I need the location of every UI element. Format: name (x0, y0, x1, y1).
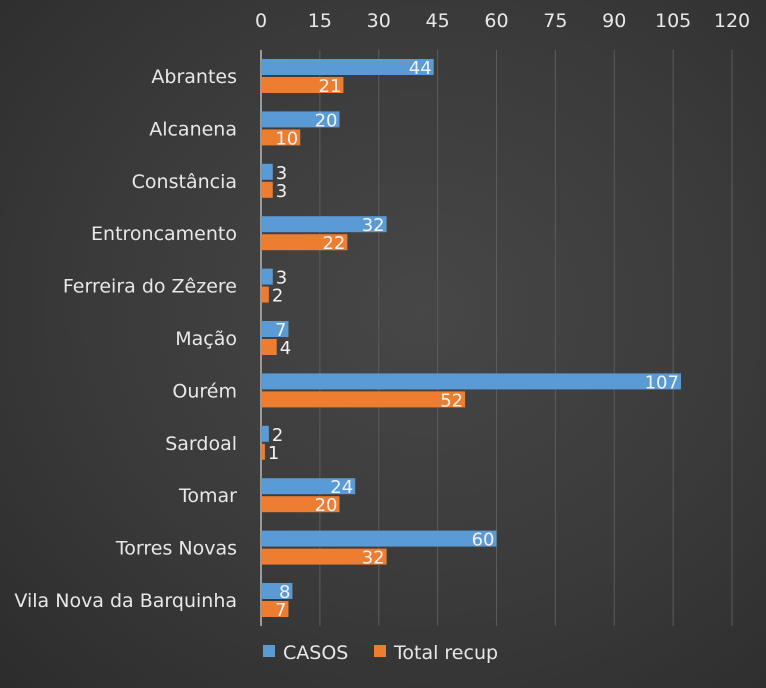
category-label: Tomar (178, 485, 237, 507)
category-label: Vila Nova da Barquinha (14, 590, 237, 612)
data-label: 60 (472, 530, 495, 551)
category-label: Constância (132, 171, 237, 193)
category-label: Sardoal (165, 433, 237, 455)
bar-total-recup (261, 601, 289, 617)
data-label: 3 (276, 181, 287, 202)
x-tick-label: 45 (426, 10, 450, 32)
data-label: 8 (279, 582, 290, 603)
category-label: Torres Novas (115, 538, 237, 560)
x-tick-label: 90 (602, 10, 626, 32)
category-label: Ourém (172, 380, 237, 402)
category-label: Alcanena (149, 118, 237, 140)
bar-casos (261, 163, 273, 180)
data-label: 2 (272, 425, 283, 446)
data-label: 32 (362, 548, 385, 569)
bar-casos (261, 59, 434, 75)
bar-total-recup (261, 77, 344, 93)
bar-total-recup (261, 391, 466, 408)
data-label: 1 (268, 443, 279, 464)
x-tick-label: 75 (543, 10, 567, 32)
data-label: 3 (276, 163, 287, 184)
data-label: 32 (362, 215, 385, 236)
data-label: 4 (280, 338, 291, 359)
data-label: 22 (322, 233, 345, 254)
bar-casos (261, 478, 356, 495)
bar-casos (261, 530, 497, 547)
category-label: Entroncamento (91, 223, 237, 245)
data-label: 7 (275, 320, 286, 341)
bar-casos (261, 321, 289, 337)
data-label: 24 (330, 477, 353, 498)
bar-total-recup (261, 339, 277, 355)
bar-total-recup (261, 496, 340, 513)
x-tick-label: 15 (308, 10, 332, 32)
data-label: 107 (645, 372, 679, 393)
x-tick-label: 0 (255, 10, 267, 32)
x-tick-label: 30 (367, 10, 391, 32)
legend-swatch (263, 645, 275, 657)
data-label: 52 (440, 390, 463, 411)
bar-total-recup (261, 181, 273, 198)
data-label: 7 (275, 600, 286, 621)
x-tick-label: 105 (655, 10, 691, 32)
legend-label: Total recup (393, 642, 498, 664)
data-label: 2 (272, 286, 283, 307)
bar-total-recup (261, 129, 301, 146)
bar-casos (261, 583, 293, 599)
category-label: Abrantes (151, 66, 237, 88)
data-label: 10 (275, 128, 298, 149)
bar-casos (261, 425, 269, 442)
category-label: Ferreira do Zêzere (63, 276, 237, 298)
legend-label: CASOS (283, 642, 348, 664)
bar-casos (261, 111, 340, 128)
category-label: Mação (175, 328, 237, 350)
data-label: 21 (319, 76, 342, 97)
bar-total-recup (261, 234, 348, 251)
data-label: 20 (315, 495, 338, 516)
bar-casos (261, 268, 273, 285)
bar-total-recup (261, 548, 387, 565)
bar-total-recup (261, 443, 265, 460)
data-label: 44 (409, 58, 432, 79)
x-tick-label: 60 (484, 10, 508, 32)
data-label: 20 (315, 110, 338, 131)
bar-casos (261, 216, 387, 233)
legend-swatch (374, 645, 386, 657)
data-label: 3 (276, 268, 287, 289)
bar-casos (261, 373, 681, 390)
bar-total-recup (261, 286, 269, 303)
x-tick-label: 120 (714, 10, 750, 32)
